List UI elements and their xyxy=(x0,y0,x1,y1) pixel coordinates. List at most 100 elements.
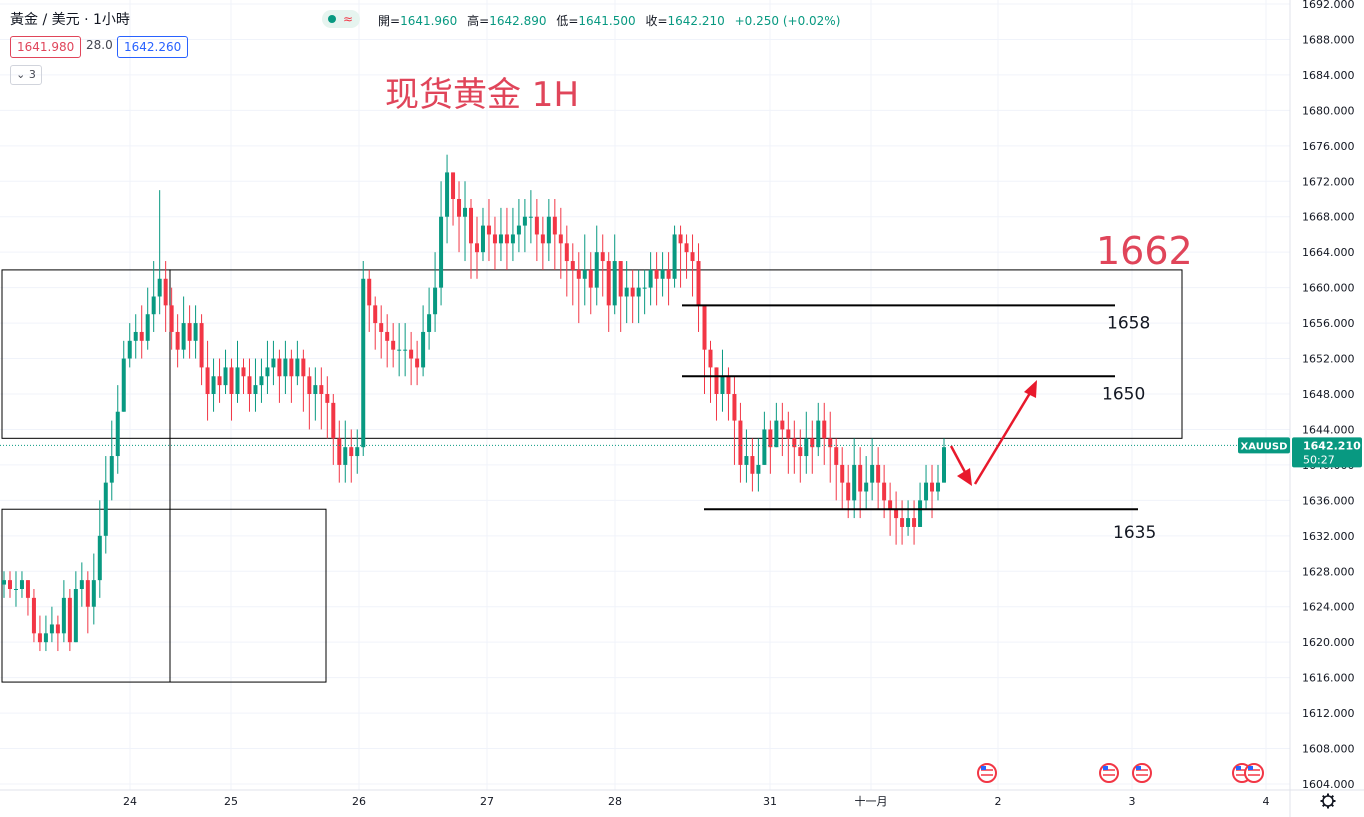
price-tick-label: 1684.000 xyxy=(1302,69,1355,82)
low-label: 低= xyxy=(556,14,579,28)
candle-body xyxy=(37,633,42,643)
candle-body xyxy=(666,269,671,279)
symbol-title[interactable]: 黃金 / 美元 · 1小時 xyxy=(10,12,130,28)
candle-body xyxy=(714,367,719,394)
candle-body xyxy=(205,367,210,394)
candle-body xyxy=(840,464,845,483)
chevron-down-icon: ⌄ xyxy=(16,68,26,81)
candle-body xyxy=(588,269,593,288)
price-tick-label: 1668.000 xyxy=(1302,211,1355,224)
candle-body xyxy=(732,394,737,421)
candle-body xyxy=(510,234,515,244)
candle-body xyxy=(385,331,390,341)
candle-body xyxy=(217,376,222,386)
candle-body xyxy=(175,331,180,350)
candle-body xyxy=(19,580,24,589)
candle-body xyxy=(876,464,881,483)
candle-body xyxy=(918,500,923,527)
candle-body xyxy=(79,580,84,589)
candle-body xyxy=(942,447,946,483)
candle-body xyxy=(277,358,282,377)
market-status-badge[interactable]: ≈ xyxy=(322,10,360,28)
candle-body xyxy=(654,269,659,279)
candle-body xyxy=(343,447,348,465)
candle-body xyxy=(870,464,875,483)
candle-body xyxy=(157,278,162,297)
price-tick-label: 1692.000 xyxy=(1302,0,1355,11)
candle-body xyxy=(726,376,731,394)
time-tick-label: 十一月 xyxy=(855,794,888,808)
candle-body xyxy=(474,243,479,253)
candle-body xyxy=(355,447,360,457)
candle-body xyxy=(25,580,30,598)
candle-body xyxy=(139,331,144,341)
candle-body xyxy=(672,234,677,279)
candle-body xyxy=(223,367,228,386)
sell-price-button[interactable]: 1641.980 xyxy=(10,36,82,58)
candle-body xyxy=(480,225,485,253)
candle-body xyxy=(792,438,797,448)
down-arrow-head-icon xyxy=(957,468,972,486)
close-value: 1642.210 xyxy=(667,14,725,28)
spread-value: 28.0 xyxy=(86,38,113,52)
candle-body xyxy=(642,287,647,289)
price-tick-label: 1644.000 xyxy=(1302,423,1355,436)
lower-left-box xyxy=(1,508,327,683)
candle-body xyxy=(259,376,264,386)
us-flag-event-icon xyxy=(1132,763,1152,783)
level-label-1662: 1662 xyxy=(1096,229,1193,273)
candle-body xyxy=(85,580,90,607)
candle-body xyxy=(708,349,713,368)
candle-body xyxy=(504,234,509,244)
high-label: 高= xyxy=(467,14,490,28)
level-label-1658: 1658 xyxy=(1107,313,1150,333)
candle-body xyxy=(169,305,174,332)
candle-body xyxy=(534,216,539,235)
candle-body xyxy=(151,296,156,315)
price-tick-label: 1672.000 xyxy=(1302,175,1355,188)
candle-body xyxy=(678,234,683,244)
candle-body xyxy=(307,376,312,394)
us-flag-event-icon xyxy=(1099,763,1119,783)
flag-canton xyxy=(1236,766,1241,770)
price-tick-label: 1680.000 xyxy=(1302,104,1355,117)
price-tick-label: 1620.000 xyxy=(1302,636,1355,649)
candle-body xyxy=(433,287,438,315)
candle-body xyxy=(540,234,545,244)
candle-body xyxy=(427,314,432,332)
open-value: 1641.960 xyxy=(400,14,458,28)
low-value: 1641.500 xyxy=(578,14,636,28)
candle-body xyxy=(528,216,533,218)
candle-body xyxy=(600,252,605,262)
candle-body xyxy=(636,287,641,297)
price-tick-label: 1688.000 xyxy=(1302,33,1355,46)
time-tick-label: 2 xyxy=(995,795,1002,808)
price-tick-label: 1676.000 xyxy=(1302,140,1355,153)
change-value: +0.250 (+0.02%) xyxy=(734,14,841,28)
candle-body xyxy=(73,589,78,643)
candle-body xyxy=(774,420,779,448)
candle-body xyxy=(43,633,48,643)
candle-body xyxy=(109,456,114,483)
countdown-label: 50:27 xyxy=(1303,453,1335,466)
indicators-toggle-button[interactable]: ⌄ 3 xyxy=(10,65,42,85)
candle-body xyxy=(768,429,773,448)
candle-body xyxy=(397,349,402,351)
candle-body xyxy=(858,464,863,492)
up-arrow-shaft xyxy=(973,392,1032,485)
candle-body xyxy=(894,509,899,519)
candle-body xyxy=(804,438,809,457)
candle-body xyxy=(289,358,294,377)
indicator-count: 3 xyxy=(28,68,36,81)
candle-body xyxy=(582,269,587,279)
price-tick-label: 1604.000 xyxy=(1302,778,1355,791)
candle-body xyxy=(750,456,755,474)
last-price-tag-bg xyxy=(1292,437,1362,468)
candle-body xyxy=(762,429,767,465)
buy-price-button[interactable]: 1642.260 xyxy=(117,36,189,58)
price-tick-label: 1628.000 xyxy=(1302,565,1355,578)
candle-body xyxy=(403,349,408,351)
candle-body xyxy=(193,323,198,341)
